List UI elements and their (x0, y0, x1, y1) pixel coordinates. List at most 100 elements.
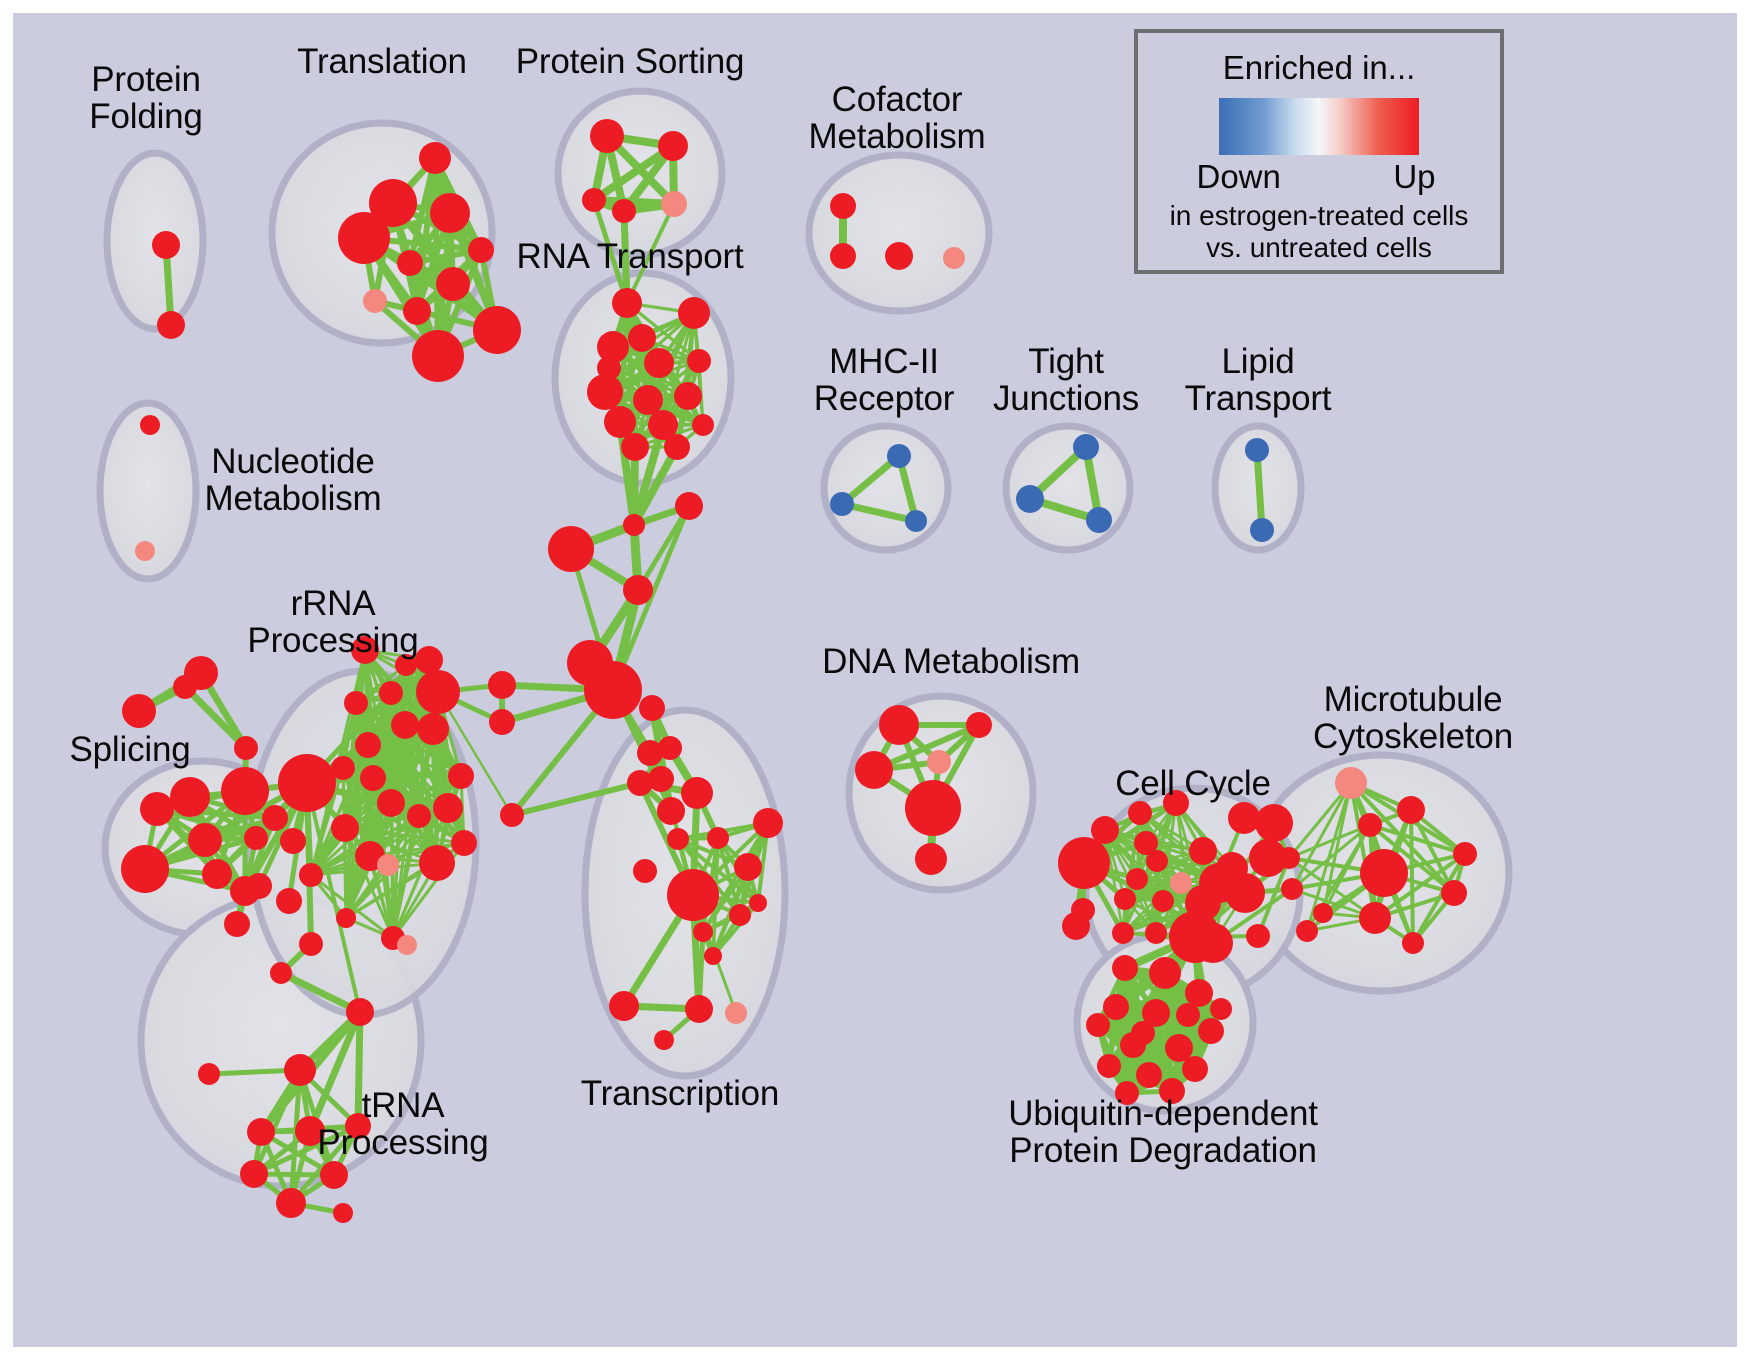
network-node[interactable] (299, 863, 323, 887)
network-node[interactable] (661, 191, 687, 217)
network-node[interactable] (675, 492, 703, 520)
network-node[interactable] (152, 231, 180, 259)
network-node[interactable] (927, 750, 951, 774)
network-node[interactable] (338, 212, 390, 264)
network-node[interactable] (419, 845, 455, 881)
network-node[interactable] (648, 766, 674, 792)
network-node[interactable] (658, 131, 688, 161)
network-node[interactable] (966, 712, 992, 738)
network-node[interactable] (1134, 831, 1158, 855)
network-node[interactable] (1281, 878, 1303, 900)
network-node[interactable] (1136, 1062, 1162, 1088)
network-node[interactable] (1255, 804, 1293, 842)
network-node[interactable] (397, 250, 423, 276)
network-node[interactable] (590, 119, 624, 153)
network-node[interactable] (597, 331, 629, 363)
network-node[interactable] (628, 324, 656, 352)
network-node[interactable] (344, 691, 368, 715)
network-node[interactable] (500, 803, 524, 827)
network-node[interactable] (173, 675, 197, 699)
network-node[interactable] (1146, 850, 1168, 872)
network-node[interactable] (407, 804, 431, 828)
network-node[interactable] (284, 1054, 316, 1086)
network-node[interactable] (597, 356, 621, 380)
network-node[interactable] (1278, 847, 1300, 869)
network-node[interactable] (621, 433, 649, 461)
network-node[interactable] (224, 911, 250, 937)
network-node[interactable] (734, 853, 762, 881)
network-node[interactable] (488, 671, 516, 699)
network-node[interactable] (693, 922, 713, 942)
network-node[interactable] (135, 541, 155, 561)
network-node[interactable] (121, 845, 169, 893)
network-node[interactable] (157, 311, 185, 339)
network-node[interactable] (1453, 842, 1477, 866)
network-node[interactable] (140, 415, 160, 435)
network-node[interactable] (140, 792, 174, 826)
network-node[interactable] (637, 740, 663, 766)
network-node[interactable] (1402, 932, 1424, 954)
network-node[interactable] (430, 193, 470, 233)
network-node[interactable] (377, 789, 405, 817)
network-node[interactable] (122, 694, 156, 728)
network-node[interactable] (276, 1188, 306, 1218)
network-node[interactable] (1073, 434, 1099, 460)
network-node[interactable] (170, 777, 210, 817)
network-node[interactable] (448, 763, 474, 789)
network-node[interactable] (369, 179, 417, 227)
network-node[interactable] (648, 410, 678, 440)
network-node[interactable] (1182, 1056, 1208, 1082)
network-node[interactable] (295, 1116, 325, 1146)
network-node[interactable] (320, 1161, 348, 1189)
network-node[interactable] (729, 904, 751, 926)
network-node[interactable] (244, 826, 268, 850)
network-node[interactable] (1152, 890, 1174, 912)
network-node[interactable] (1165, 1034, 1193, 1062)
network-node[interactable] (240, 1160, 268, 1188)
network-node[interactable] (1210, 998, 1232, 1020)
network-node[interactable] (582, 188, 606, 212)
network-node[interactable] (687, 349, 711, 373)
network-node[interactable] (633, 859, 657, 883)
network-node[interactable] (704, 947, 722, 965)
network-node[interactable] (1249, 839, 1287, 877)
network-node[interactable] (1163, 790, 1189, 816)
network-node[interactable] (397, 935, 417, 955)
network-node[interactable] (1296, 920, 1318, 942)
network-node[interactable] (639, 695, 665, 721)
network-node[interactable] (345, 1113, 371, 1139)
network-node[interactable] (270, 962, 292, 984)
network-node[interactable] (403, 297, 431, 325)
network-node[interactable] (1112, 922, 1134, 944)
network-node[interactable] (395, 654, 417, 676)
network-node[interactable] (202, 859, 232, 889)
network-node[interactable] (246, 873, 272, 899)
network-node[interactable] (1145, 922, 1167, 944)
network-node[interactable] (612, 199, 636, 223)
network-node[interactable] (633, 385, 663, 415)
network-node[interactable] (417, 713, 449, 745)
network-node[interactable] (377, 854, 399, 876)
network-node[interactable] (1086, 507, 1112, 533)
network-node[interactable] (1358, 813, 1382, 837)
network-node[interactable] (681, 777, 713, 809)
network-node[interactable] (276, 888, 302, 914)
network-node[interactable] (188, 823, 222, 857)
network-node[interactable] (905, 780, 961, 836)
network-node[interactable] (221, 767, 269, 815)
network-node[interactable] (1112, 955, 1138, 981)
network-node[interactable] (391, 711, 419, 739)
network-node[interactable] (644, 348, 674, 378)
network-node[interactable] (1198, 1018, 1224, 1044)
network-node[interactable] (654, 1030, 674, 1050)
network-node[interactable] (627, 770, 653, 796)
network-node[interactable] (1313, 903, 1333, 923)
network-node[interactable] (623, 514, 645, 536)
network-node[interactable] (436, 267, 470, 301)
network-node[interactable] (1115, 1081, 1139, 1105)
network-node[interactable] (1086, 1013, 1110, 1037)
network-node[interactable] (587, 374, 623, 410)
network-node[interactable] (609, 991, 639, 1021)
network-node[interactable] (685, 995, 713, 1023)
network-node[interactable] (355, 732, 381, 758)
